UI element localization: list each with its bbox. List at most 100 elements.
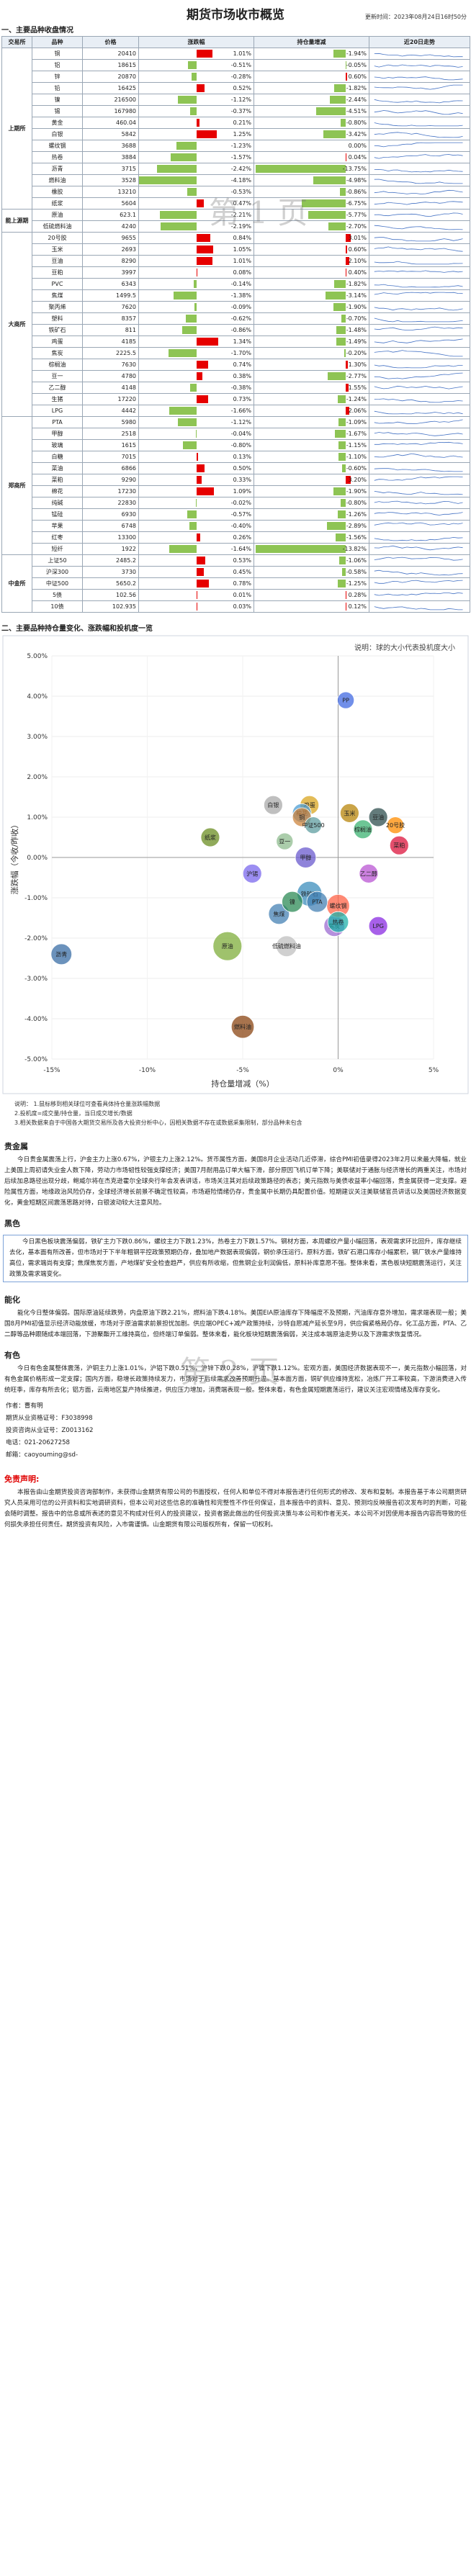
trend-cell — [369, 462, 470, 474]
scatter-point — [368, 807, 388, 827]
product-name: 苹果 — [32, 520, 83, 532]
table-row: 锰硅 6930 -0.57% -1.26% — [2, 508, 470, 521]
change-bar — [176, 142, 197, 150]
product-name: 白银 — [32, 128, 83, 140]
change-cell: -1.57% — [138, 151, 254, 163]
trend-line — [374, 557, 463, 561]
change-cell: -1.23% — [138, 140, 254, 152]
oi-change-bar — [308, 211, 346, 219]
point-label: PP — [342, 698, 349, 704]
oi-change-value: -1.49% — [346, 338, 367, 345]
scatter-point — [200, 827, 220, 847]
trend-line — [374, 398, 463, 403]
change-cell: -2.21% — [138, 209, 254, 221]
trend-cell — [369, 566, 470, 578]
point-label: 玉米 — [344, 809, 355, 816]
trend-line — [374, 132, 463, 138]
oi-change-cell: 0.12% — [254, 600, 369, 613]
change-bar — [196, 453, 199, 461]
change-bar — [160, 222, 197, 230]
trend-sparkline — [374, 99, 463, 104]
scatter-point — [387, 816, 405, 834]
price-cell: 20410 — [82, 48, 139, 60]
change-bar — [189, 522, 197, 530]
oi-change-cell: -1.82% — [254, 278, 369, 290]
product-name: 5债 — [32, 589, 83, 601]
trend-line — [374, 500, 463, 505]
point-label: 燃料油 — [234, 1023, 251, 1030]
change-cell: 0.01% — [138, 589, 254, 601]
trend-line — [374, 292, 463, 295]
change-value: 0.53% — [233, 557, 251, 564]
trend-cell — [369, 554, 470, 567]
section-metals-text: 今日有色金属整体震荡，沪铜主力上涨1.01%，沪铝下跌0.51%，沪锌下跌0.2… — [4, 1365, 467, 1394]
table-row: 白银 5842 1.25% -3.42% — [2, 128, 470, 140]
trend-sparkline — [374, 491, 463, 495]
table-row: 铅 16425 0.52% -1.82% — [2, 82, 470, 94]
y-tick-label: -2.00% — [24, 935, 48, 942]
page: 期货市场收市概览 更新时间：2023年08月24日16时50分 一、主要品种收盘… — [1, 8, 470, 1528]
price-cell: 13210 — [82, 186, 139, 198]
table-row: 焦煤 1499.5 -1.38% -3.14% — [2, 289, 470, 302]
section2-title: 二、主要品种持仓量变化、涨跌幅和投机度一览 — [1, 625, 153, 633]
price-cell: 4780 — [82, 370, 139, 382]
exchange-cell: 能上源期 — [1, 209, 32, 233]
change-cell: 0.45% — [138, 566, 254, 578]
table-row: 棉花 17230 1.09% -1.90% — [2, 485, 470, 497]
change-cell: 0.84% — [138, 232, 254, 244]
oi-change-value: -0.70% — [346, 315, 367, 322]
oi-change-value: -2.89% — [346, 523, 367, 529]
change-bar — [174, 292, 197, 300]
change-bar — [196, 580, 210, 587]
oi-change-cell: 3.20% — [254, 474, 369, 486]
disclaimer-title: 免责声明: — [4, 1474, 40, 1484]
trend-sparkline — [374, 398, 463, 403]
oi-change-cell: -13.82% — [254, 543, 369, 555]
oi-change-value: 3.01% — [348, 235, 367, 241]
product-name: 棕榈油 — [32, 359, 83, 371]
change-value: 0.47% — [233, 200, 251, 207]
x-tick-label: 0% — [333, 1067, 344, 1074]
trend-cell — [369, 197, 470, 210]
table-row: 白糖 7015 0.13% -1.10% — [2, 451, 470, 463]
change-cell: 1.34% — [138, 335, 254, 348]
table-row: 玻璃 1615 -0.80% -1.15% — [2, 439, 470, 451]
price-cell: 3715 — [82, 163, 139, 175]
oi-change-bar — [338, 453, 346, 461]
oi-change-value: -0.80% — [346, 500, 367, 506]
trend-sparkline — [374, 580, 463, 584]
product-name: 镍 — [32, 94, 83, 106]
trend-line — [374, 318, 463, 323]
change-value: 0.03% — [233, 603, 251, 610]
point-label: 棕榈油 — [354, 826, 372, 833]
change-value: -0.09% — [230, 304, 251, 310]
oi-change-bar — [341, 315, 346, 323]
trend-line — [374, 307, 463, 311]
change-value: -4.18% — [230, 177, 251, 184]
table-row: LPG 4442 -1.66% 2.06% — [2, 405, 470, 417]
oi-change-value: 0.28% — [348, 592, 367, 598]
table-row: 热卷 3884 -1.57% 0.04% — [2, 151, 470, 163]
scatter-point — [389, 835, 409, 855]
section-black-title: 黑色 — [4, 1219, 20, 1228]
trend-cell — [369, 520, 470, 532]
trend-sparkline — [374, 545, 463, 551]
price-cell: 4185 — [82, 335, 139, 348]
scatter-point — [327, 911, 349, 933]
product-name: LPG — [32, 405, 83, 417]
oi-change-cell: -13.75% — [254, 163, 369, 175]
table-row: 中证500 5650.2 0.78% -1.25% — [2, 577, 470, 590]
oi-change-value: -13.82% — [342, 546, 367, 552]
oi-change-cell: -1.49% — [254, 335, 369, 348]
oi-change-bar — [346, 407, 349, 415]
oi-change-cell: -0.60% — [254, 462, 369, 474]
table-row: 锡 167980 -0.37% -4.51% — [2, 105, 470, 117]
change-value: 0.78% — [233, 580, 251, 587]
price-cell: 7620 — [82, 301, 139, 313]
change-cell: 0.33% — [138, 474, 254, 486]
oi-change-bar — [341, 568, 346, 576]
trend-sparkline — [374, 441, 463, 445]
oi-change-value: -0.80% — [346, 120, 367, 126]
trend-cell — [369, 324, 470, 336]
table-row: 沪深300 3730 0.45% -0.58% — [2, 566, 470, 578]
